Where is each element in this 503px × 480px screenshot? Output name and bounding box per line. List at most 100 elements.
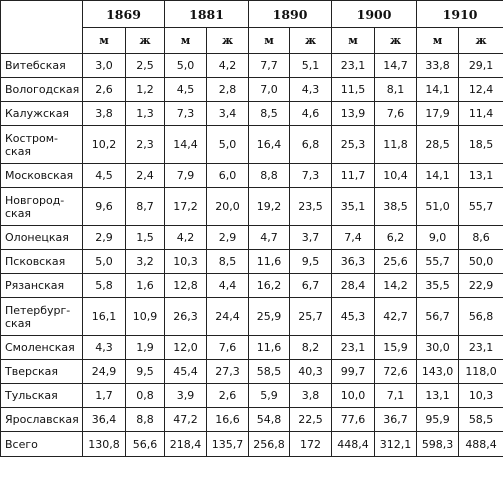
male-value-cell: 11,6 [248,335,291,360]
male-value-cell: 130,8 [82,431,126,457]
female-value-cell: 2,4 [124,163,166,188]
female-value-cell: 6,2 [374,225,418,250]
table-row: Тверская 24,9 9,5 45,4 27,3 58,5 40,3 99,7 72,6 1… [0,359,503,384]
female-value-cell: 9,5 [124,359,166,384]
female-value-cell: 2,3 [124,125,166,164]
female-value-cell: 5,0 [206,125,250,164]
table-row: Псковская 5,0 3,2 10,3 8,5 11,6 9,5 36,3 25,6 55,… [0,249,503,274]
male-value-cell: 7,3 [164,101,208,126]
region-cell: Рязанская [0,273,83,298]
male-header: м [331,27,376,54]
male-value-cell: 51,0 [416,187,460,226]
female-value-cell: 56,8 [458,297,503,336]
female-value-cell: 22,9 [458,273,503,298]
female-value-cell: 58,5 [458,407,503,432]
male-value-cell: 598,3 [416,431,460,457]
female-value-cell: 312,1 [374,431,418,457]
female-value-cell: 8,8 [124,407,166,432]
male-value-cell: 9,6 [82,187,126,226]
female-value-cell: 1,5 [124,225,166,250]
region-cell: Калужская [0,101,83,126]
male-value-cell: 4,7 [248,225,291,250]
female-value-cell: 135,7 [206,431,250,457]
male-value-cell: 7,7 [248,53,291,78]
female-value-cell: 4,3 [289,77,333,102]
male-value-cell: 2,9 [82,225,126,250]
table-row: Калужская 3,8 1,3 7,3 3,4 8,5 4,6 13,9 7,6 17,9 11… [0,101,503,126]
table-row: Московская 4,5 2,4 7,9 6,0 8,8 7,3 11,7 10,4 14,1… [0,163,503,188]
female-value-cell: 13,1 [458,163,503,188]
female-value-cell: 9,5 [289,249,333,274]
female-value-cell: 7,1 [374,383,418,408]
female-value-cell: 4,2 [206,53,250,78]
female-value-cell: 12,4 [458,77,503,102]
female-value-cell: 7,6 [206,335,250,360]
female-value-cell: 8,5 [206,249,250,274]
female-value-cell: 55,7 [458,187,503,226]
male-value-cell: 14,1 [416,163,460,188]
female-value-cell: 2,8 [206,77,250,102]
region-cell: Псковская [0,249,83,274]
female-value-cell: 23,5 [289,187,333,226]
male-value-cell: 26,3 [164,297,208,336]
female-value-cell: 20,0 [206,187,250,226]
female-value-cell: 7,6 [374,101,418,126]
female-value-cell: 2,9 [206,225,250,250]
female-value-cell: 4,4 [206,273,250,298]
female-header: ж [124,27,166,54]
female-value-cell: 24,4 [206,297,250,336]
male-value-cell: 11,7 [331,163,376,188]
female-value-cell: 14,2 [374,273,418,298]
male-value-cell: 28,5 [416,125,460,164]
male-value-cell: 55,7 [416,249,460,274]
female-value-cell: 3,8 [289,383,333,408]
female-value-cell: 10,4 [374,163,418,188]
female-value-cell: 2,6 [206,383,250,408]
male-value-cell: 56,7 [416,297,460,336]
male-value-cell: 4,3 [82,335,126,360]
male-value-cell: 30,0 [416,335,460,360]
male-value-cell: 36,4 [82,407,126,432]
male-value-cell: 45,4 [164,359,208,384]
female-value-cell: 1,6 [124,273,166,298]
table-row: Петербург- ская 16,1 10,9 26,3 24,4 25,9 25,7 4… [0,297,503,336]
female-value-cell: 6,0 [206,163,250,188]
female-value-cell: 14,7 [374,53,418,78]
female-value-cell: 10,9 [124,297,166,336]
male-value-cell: 10,0 [331,383,376,408]
table-row: Всего 130,8 56,6 218,4 135,7 256,8 172 448,4 312… [0,431,503,457]
table-row: Новгород- ская 9,6 8,7 17,2 20,0 19,2 23,5 35,1… [0,187,503,226]
male-value-cell: 25,9 [248,297,291,336]
male-value-cell: 9,0 [416,225,460,250]
female-value-cell: 40,3 [289,359,333,384]
male-value-cell: 16,2 [248,273,291,298]
year-1910: 1910 [416,0,503,28]
female-value-cell: 42,7 [374,297,418,336]
table-row: Тульская 1,7 0,8 3,9 2,6 5,9 3,8 10,0 7,1 13,1 10,… [0,383,503,408]
female-value-cell: 25,7 [289,297,333,336]
male-value-cell: 4,5 [164,77,208,102]
female-value-cell: 8,1 [374,77,418,102]
male-value-cell: 14,4 [164,125,208,164]
region-cell: Новгород- ская [0,187,83,226]
region-header-cell [0,0,83,54]
male-value-cell: 25,3 [331,125,376,164]
female-value-cell: 118,0 [458,359,503,384]
year-1890: 1890 [248,0,333,28]
male-value-cell: 58,5 [248,359,291,384]
male-value-cell: 35,1 [331,187,376,226]
female-header: ж [289,27,333,54]
male-value-cell: 4,5 [82,163,126,188]
year-1869: 1869 [81,0,166,28]
female-value-cell: 1,3 [124,101,166,126]
region-cell: Вологодская [0,77,83,102]
male-value-cell: 4,2 [164,225,208,250]
male-value-cell: 218,4 [164,431,208,457]
male-value-cell: 3,8 [82,101,126,126]
female-value-cell: 8,7 [124,187,166,226]
female-value-cell: 16,6 [206,407,250,432]
female-value-cell: 488,4 [458,431,503,457]
male-value-cell: 45,3 [331,297,376,336]
table-body: Витебская 3,0 2,5 5,0 4,2 7,7 5,1 23,1 14,7 33,8 2… [0,53,503,457]
male-value-cell: 11,6 [248,249,291,274]
